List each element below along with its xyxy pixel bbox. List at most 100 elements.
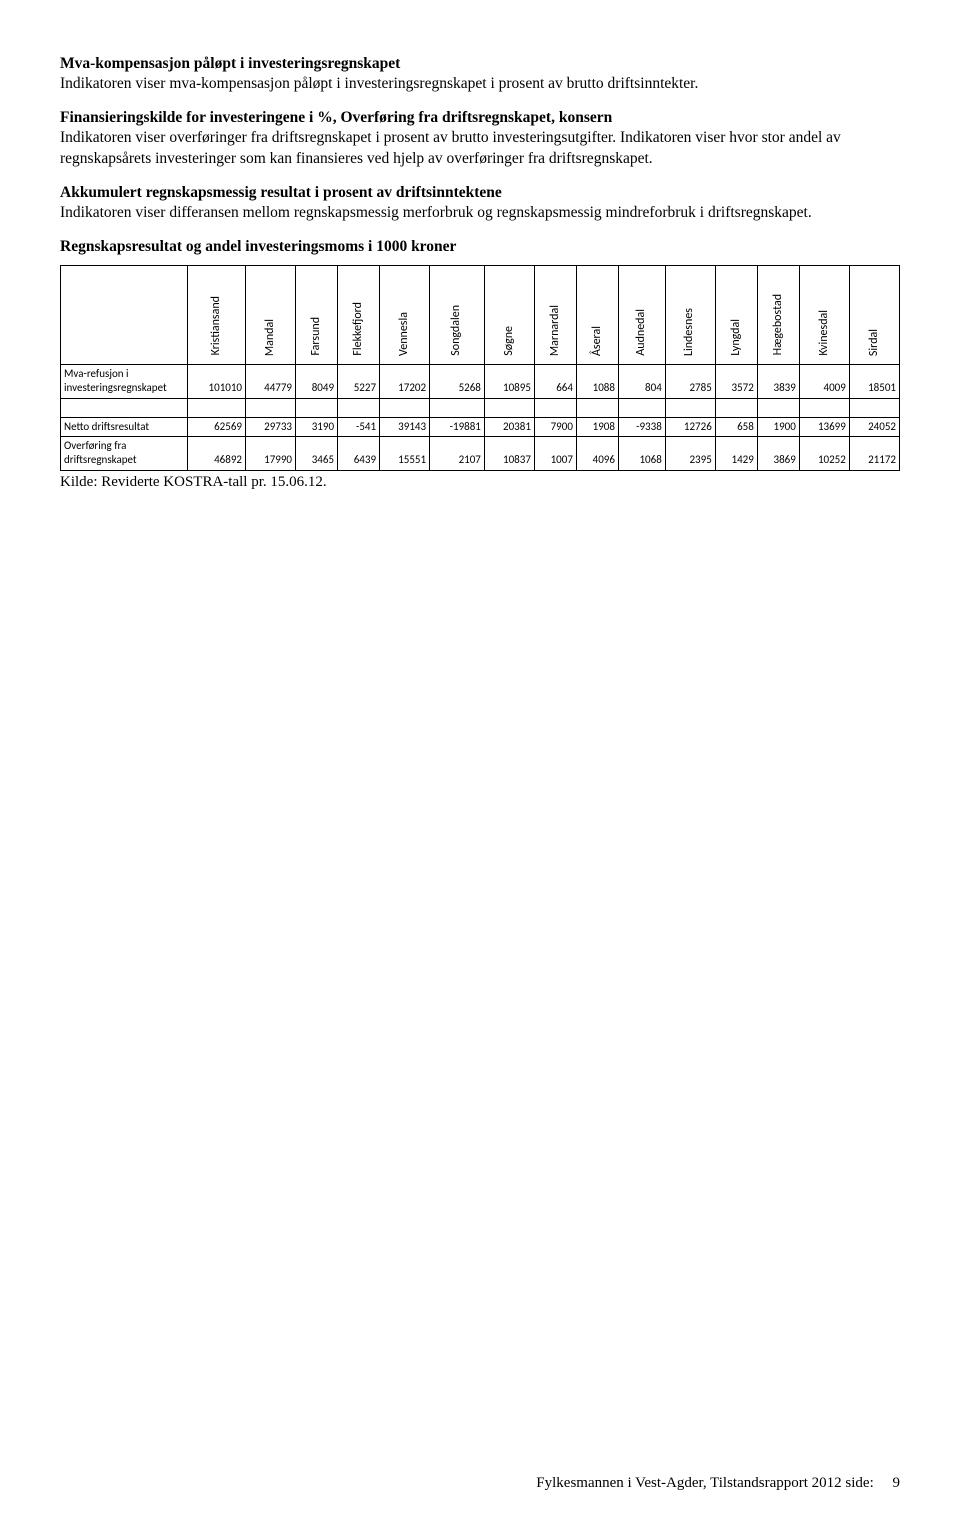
cell: -19881 <box>430 417 485 436</box>
cell: 3572 <box>715 365 757 399</box>
cell: 4009 <box>799 365 849 399</box>
cell: 10837 <box>484 437 534 471</box>
col-header-label: Lyngdal <box>729 319 745 356</box>
cell: 1429 <box>715 437 757 471</box>
source-line: Kilde: Reviderte KOSTRA-tall pr. 15.06.1… <box>60 473 900 493</box>
cell: 62569 <box>188 417 246 436</box>
col-empty <box>61 266 188 365</box>
cell: 13699 <box>799 417 849 436</box>
cell: 21172 <box>849 437 899 471</box>
col-header: Farsund <box>296 266 338 365</box>
table-row: Overføring fra driftsregnskapet468921799… <box>61 437 900 471</box>
cell: 24052 <box>849 417 899 436</box>
cell: 658 <box>715 417 757 436</box>
col-header: Mandal <box>246 266 296 365</box>
cell: 17202 <box>380 365 430 399</box>
cell: -541 <box>338 417 380 436</box>
col-header: Kristiansand <box>188 266 246 365</box>
cell: 12726 <box>665 417 715 436</box>
spacer-row <box>61 398 900 417</box>
cell: 3869 <box>757 437 799 471</box>
col-header-label: Kvinesdal <box>817 310 833 356</box>
col-header-label: Vennesla <box>397 312 413 356</box>
row-label: Mva-refusjon i investeringsregnskapet <box>61 365 188 399</box>
footer-page: 9 <box>893 1475 901 1491</box>
cell: 10252 <box>799 437 849 471</box>
cell: 6439 <box>338 437 380 471</box>
cell: 29733 <box>246 417 296 436</box>
col-header: Sirdal <box>849 266 899 365</box>
col-header-label: Marnardal <box>548 305 564 356</box>
cell: 5227 <box>338 365 380 399</box>
table-header-row: Kristiansand Mandal Farsund Flekkefjord Venn… <box>61 266 900 365</box>
cell: 10895 <box>484 365 534 399</box>
cell: -9338 <box>618 417 665 436</box>
col-header: Hægebostad <box>757 266 799 365</box>
heading-akkumulert: Akkumulert regnskapsmessig resultat i pr… <box>60 183 900 203</box>
cell: 3839 <box>757 365 799 399</box>
section-akkumulert: Akkumulert regnskapsmessig resultat i pr… <box>60 183 900 223</box>
col-header: Songdalen <box>430 266 485 365</box>
body-akkumulert: Indikatoren viser differansen mellom reg… <box>60 203 900 223</box>
col-header-label: Songdalen <box>449 305 465 356</box>
table-row: Mva-refusjon i investeringsregnskapet101… <box>61 365 900 399</box>
results-table: Kristiansand Mandal Farsund Flekkefjord Venn… <box>60 265 900 470</box>
cell: 101010 <box>188 365 246 399</box>
cell: 664 <box>534 365 576 399</box>
cell: 1900 <box>757 417 799 436</box>
heading-finansiering: Finansieringskilde for investeringene i … <box>60 108 900 128</box>
col-header-label: Hægebostad <box>771 294 787 355</box>
cell: 5268 <box>430 365 485 399</box>
body-mva: Indikatoren viser mva-kompensasjon påløp… <box>60 74 900 94</box>
cell: 4096 <box>576 437 618 471</box>
col-header-label: Kristiansand <box>209 296 225 355</box>
col-header: Marnardal <box>534 266 576 365</box>
cell: 39143 <box>380 417 430 436</box>
col-header-label: Farsund <box>309 317 325 356</box>
cell: 46892 <box>188 437 246 471</box>
col-header: Audnedal <box>618 266 665 365</box>
cell: 17990 <box>246 437 296 471</box>
col-header-label: Sirdal <box>867 329 883 356</box>
col-header-label: Åseral <box>590 326 606 356</box>
col-header-label: Audnedal <box>634 309 650 356</box>
section-mva: Mva-kompensasjon påløpt i investeringsre… <box>60 54 900 94</box>
col-header: Lindesnes <box>665 266 715 365</box>
col-header-label: Mandal <box>263 319 279 356</box>
col-header: Åseral <box>576 266 618 365</box>
cell: 1068 <box>618 437 665 471</box>
cell: 1088 <box>576 365 618 399</box>
table-row: Netto driftsresultat62569297333190-54139… <box>61 417 900 436</box>
cell: 20381 <box>484 417 534 436</box>
cell: 3190 <box>296 417 338 436</box>
page-footer: Fylkesmannen i Vest-Agder, Tilstandsrapp… <box>536 1474 900 1494</box>
table-head: Kristiansand Mandal Farsund Flekkefjord Venn… <box>61 266 900 365</box>
table-title: Regnskapsresultat og andel investeringsm… <box>60 237 900 257</box>
col-header-label: Flekkefjord <box>351 302 367 356</box>
cell: 2395 <box>665 437 715 471</box>
section-finansiering: Finansieringskilde for investeringene i … <box>60 108 900 168</box>
col-header: Vennesla <box>380 266 430 365</box>
row-label: Overføring fra driftsregnskapet <box>61 437 188 471</box>
cell: 15551 <box>380 437 430 471</box>
cell: 2107 <box>430 437 485 471</box>
cell: 1007 <box>534 437 576 471</box>
col-header: Lyngdal <box>715 266 757 365</box>
cell: 18501 <box>849 365 899 399</box>
cell: 3465 <box>296 437 338 471</box>
col-header-label: Lindesnes <box>682 308 698 356</box>
body-finansiering: Indikatoren viser overføringer fra drift… <box>60 128 900 168</box>
col-header: Kvinesdal <box>799 266 849 365</box>
cell: 2785 <box>665 365 715 399</box>
table-body: Mva-refusjon i investeringsregnskapet101… <box>61 365 900 470</box>
cell: 8049 <box>296 365 338 399</box>
cell: 44779 <box>246 365 296 399</box>
cell: 1908 <box>576 417 618 436</box>
cell: 7900 <box>534 417 576 436</box>
cell: 804 <box>618 365 665 399</box>
footer-text: Fylkesmannen i Vest-Agder, Tilstandsrapp… <box>536 1475 873 1491</box>
col-header: Søgne <box>484 266 534 365</box>
row-label: Netto driftsresultat <box>61 417 188 436</box>
col-header: Flekkefjord <box>338 266 380 365</box>
heading-mva: Mva-kompensasjon påløpt i investeringsre… <box>60 54 900 74</box>
